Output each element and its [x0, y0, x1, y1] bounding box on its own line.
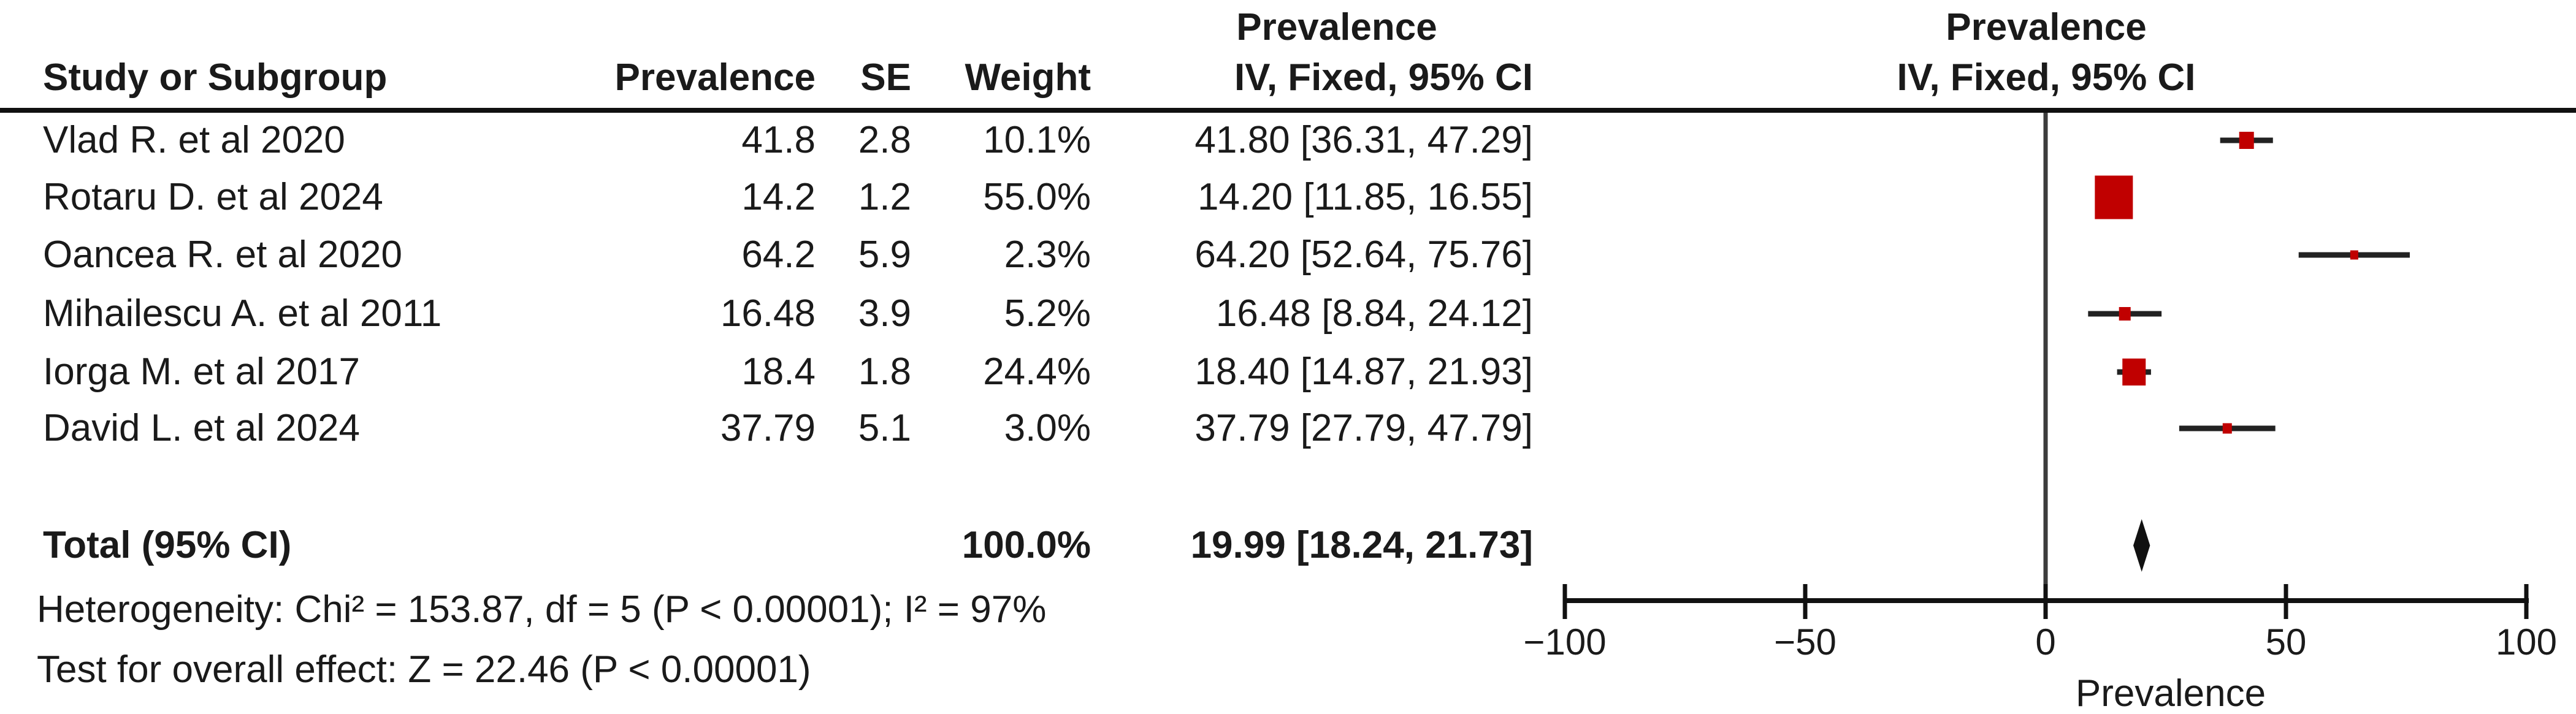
effect-square	[2239, 132, 2254, 149]
study-name-cell: Mihailescu A. et al 2011	[43, 292, 442, 335]
prevalence-cell: 18.4	[741, 351, 816, 393]
se-cell: 5.1	[858, 407, 911, 449]
weight-cell: 3.0%	[1004, 407, 1091, 449]
weight-cell: 5.2%	[1004, 292, 1091, 335]
axis-tick-label: −50	[1774, 621, 1836, 663]
study-name-cell: Rotaru D. et al 2024	[43, 176, 383, 218]
se-cell: 3.9	[858, 292, 911, 335]
ci-text-cell: 37.79 [27.79, 47.79]	[1194, 407, 1533, 449]
effect-square	[2350, 250, 2358, 260]
weight-cell: 10.1%	[983, 119, 1091, 161]
weight-cell: 55.0%	[983, 176, 1091, 218]
total-row-ci-text: 19.99 [18.24, 21.73]	[1190, 524, 1533, 566]
axis-tick-label: −100	[1523, 621, 1606, 663]
prevalence-cell: 37.79	[720, 407, 816, 449]
axis-tick-label: 0	[2035, 621, 2055, 663]
total-diamond	[2133, 519, 2150, 572]
study-name-cell: Oancea R. et al 2020	[43, 234, 402, 276]
ci-text-cell: 64.20 [52.64, 75.76]	[1194, 234, 1533, 276]
column-header-se: SE	[860, 56, 911, 99]
ci-text-cell: 41.80 [36.31, 47.29]	[1194, 119, 1533, 161]
se-cell: 1.2	[858, 176, 911, 218]
column-header-ci: IV, Fixed, 95% CI	[1234, 56, 1533, 99]
column-header-prevalence: Prevalence	[614, 56, 816, 99]
header-divider-rule	[0, 108, 2576, 113]
study-name-cell: Vlad R. et al 2020	[43, 119, 345, 161]
heterogeneity-stats-line: Heterogeneity: Chi² = 153.87, df = 5 (P …	[37, 588, 1047, 631]
prevalence-cell: 64.2	[741, 234, 816, 276]
ci-text-cell: 18.40 [14.87, 21.93]	[1194, 351, 1533, 393]
total-row-label: Total (95% CI)	[43, 524, 292, 566]
ci-text-cell: 16.48 [8.84, 24.12]	[1215, 292, 1533, 335]
se-cell: 5.9	[858, 234, 911, 276]
axis-tick-label: 50	[2266, 621, 2307, 663]
x-axis-title: Prevalence	[2076, 672, 2266, 714]
se-cell: 2.8	[858, 119, 911, 161]
column-header-weight: Weight	[965, 56, 1091, 99]
column-group-header-effect: Prevalence	[1236, 6, 1437, 48]
total-row-weight: 100.0%	[961, 524, 1091, 566]
prevalence-cell: 16.48	[720, 292, 816, 335]
column-group-header-plot: Prevalence	[1946, 6, 2147, 48]
ci-text-cell: 14.20 [11.85, 16.55]	[1198, 176, 1533, 218]
study-name-cell: Iorga M. et al 2017	[43, 351, 360, 393]
column-header-study: Study or Subgroup	[43, 56, 388, 99]
prevalence-cell: 14.2	[741, 176, 816, 218]
effect-square	[2122, 359, 2146, 385]
effect-square	[2222, 423, 2232, 434]
axis-tick-label: 100	[2496, 621, 2557, 663]
prevalence-cell: 41.8	[741, 119, 816, 161]
weight-cell: 2.3%	[1004, 234, 1091, 276]
effect-square	[2095, 175, 2133, 219]
weight-cell: 24.4%	[983, 351, 1091, 393]
se-cell: 1.8	[858, 351, 911, 393]
column-header-plot-ci: IV, Fixed, 95% CI	[1897, 56, 2196, 99]
overall-effect-test-line: Test for overall effect: Z = 22.46 (P < …	[37, 648, 811, 691]
study-name-cell: David L. et al 2024	[43, 407, 361, 449]
effect-square	[2119, 307, 2131, 321]
